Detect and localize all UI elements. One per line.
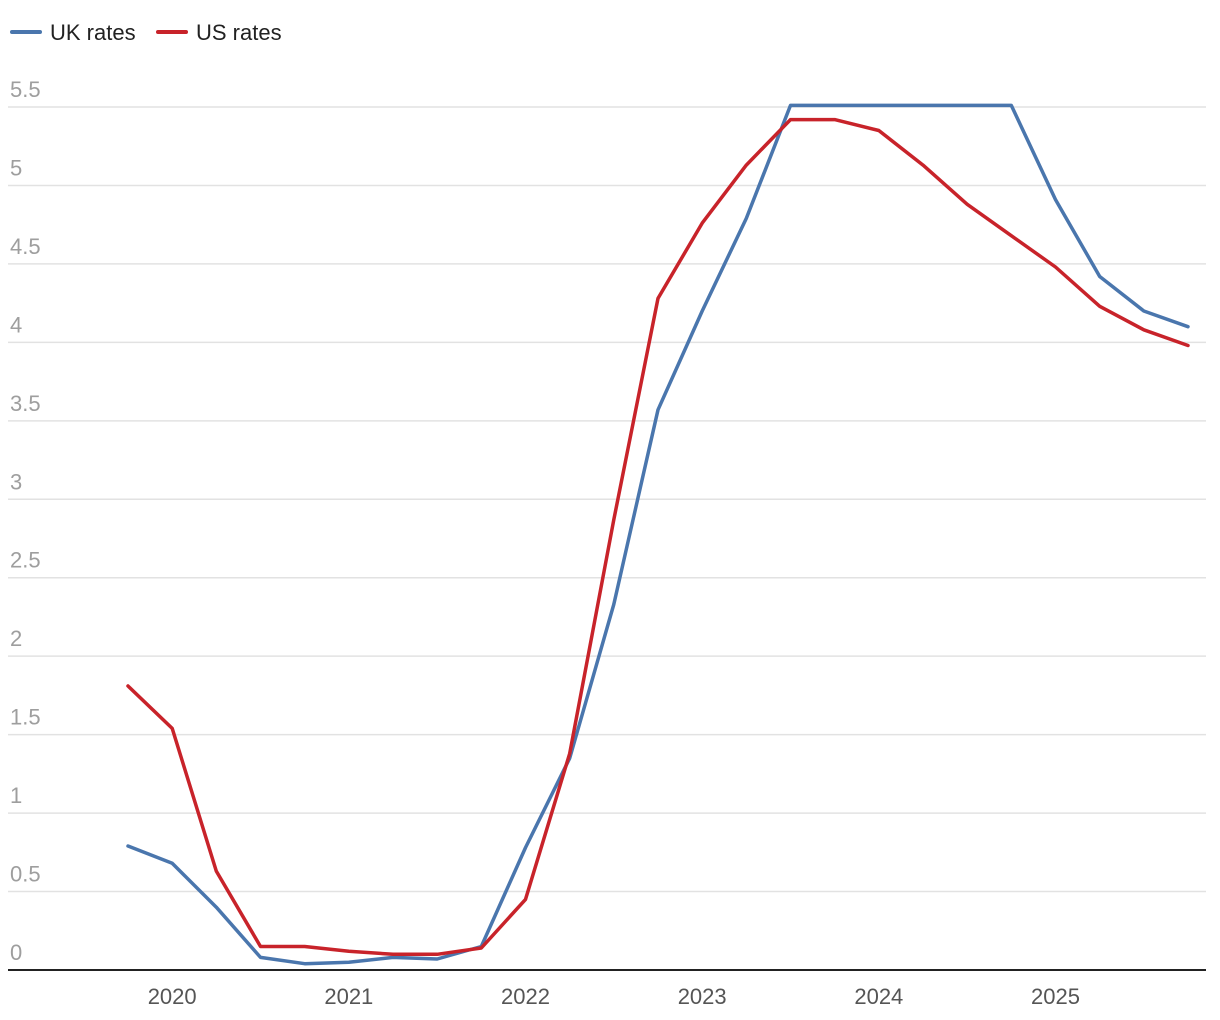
x-tick-label: 2024 <box>854 984 903 1009</box>
x-tick-label: 2020 <box>148 984 197 1009</box>
y-tick-label: 0.5 <box>10 862 41 887</box>
y-tick-label: 1 <box>10 783 22 808</box>
legend-item: US rates <box>156 20 282 45</box>
series-lines <box>126 103 1190 966</box>
y-tick-label: 1.5 <box>10 705 41 730</box>
y-axis-ticks: 0 0.5 1 1.5 2 2.5 3 3.5 4 4.5 5 5.5 <box>10 77 41 965</box>
legend-label: UK rates <box>50 20 136 45</box>
y-tick-label: 0 <box>10 940 22 965</box>
y-tick-label: 5 <box>10 155 22 180</box>
y-tick-label: 3.5 <box>10 391 41 416</box>
legend: UK rates US rates <box>10 20 282 45</box>
series-line-us-rates <box>126 117 1190 957</box>
legend-item: UK rates <box>10 20 136 45</box>
y-tick-label: 4.5 <box>10 234 41 259</box>
y-tick-label: 3 <box>10 469 22 494</box>
series-line-uk-rates <box>126 103 1190 966</box>
x-tick-label: 2022 <box>501 984 550 1009</box>
x-tick-label: 2023 <box>678 984 727 1009</box>
x-tick-label: 2025 <box>1031 984 1080 1009</box>
legend-label: US rates <box>196 20 282 45</box>
y-tick-label: 2.5 <box>10 548 41 573</box>
x-axis-ticks: 2020 2021 2022 2023 2024 2025 <box>148 984 1080 1009</box>
y-tick-label: 4 <box>10 312 22 337</box>
y-tick-label: 2 <box>10 626 22 651</box>
x-tick-label: 2021 <box>324 984 373 1009</box>
y-tick-label: 5.5 <box>10 77 41 102</box>
